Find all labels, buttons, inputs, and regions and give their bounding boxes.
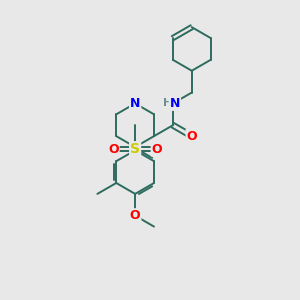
Text: N: N [130, 97, 140, 110]
Text: O: O [187, 130, 197, 142]
Text: O: O [152, 143, 162, 156]
Text: S: S [130, 142, 140, 156]
Text: N: N [170, 97, 180, 110]
Text: O: O [130, 209, 140, 222]
Text: O: O [108, 143, 119, 156]
Text: H: H [163, 98, 172, 108]
